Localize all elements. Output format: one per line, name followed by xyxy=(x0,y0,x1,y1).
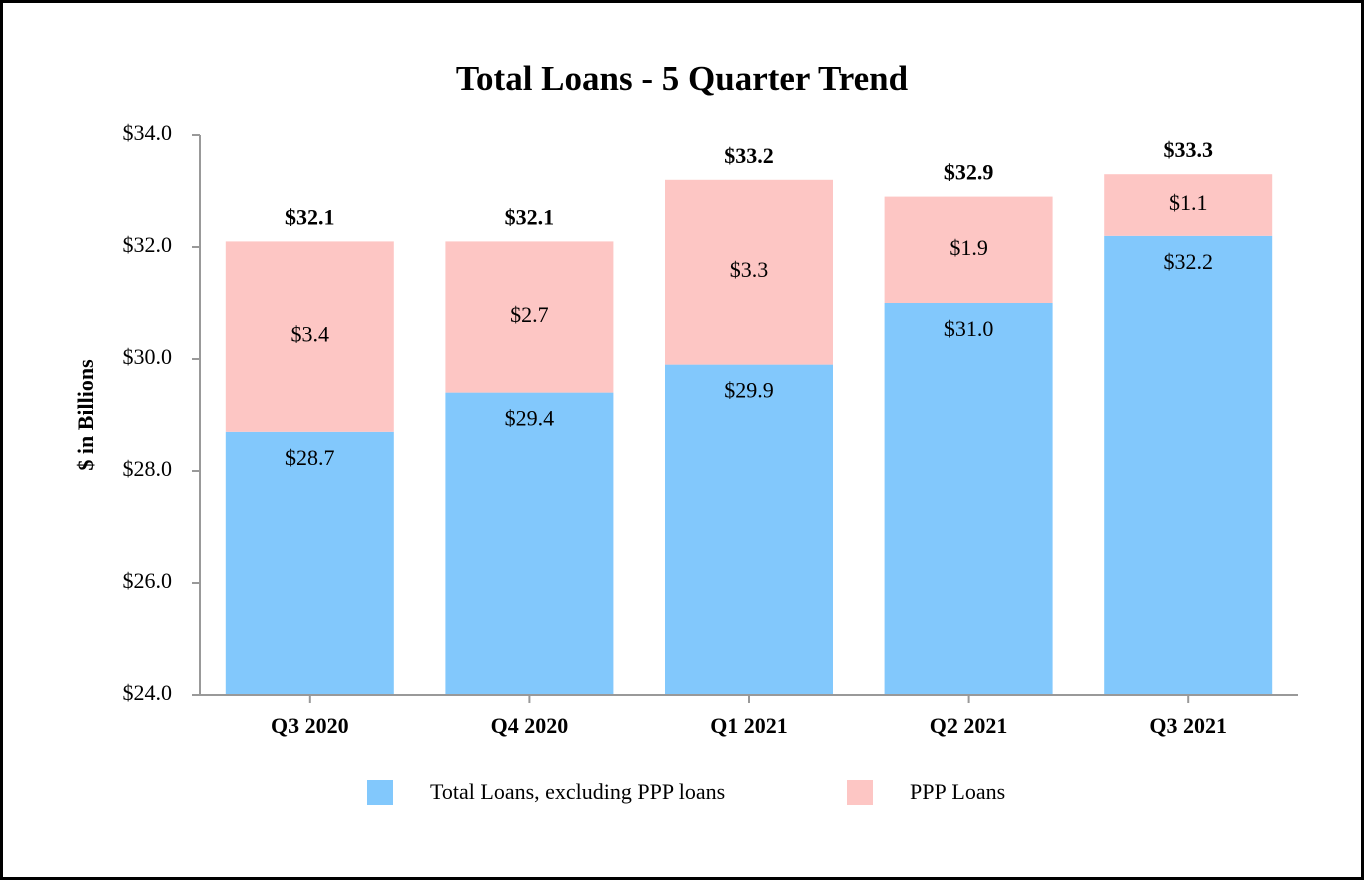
y-tick-label: $24.0 xyxy=(123,680,173,705)
total-label: $32.9 xyxy=(944,160,994,185)
bar-segment xyxy=(665,179,833,365)
bar-segment xyxy=(1104,235,1273,696)
total-label: $32.1 xyxy=(505,204,555,229)
y-tick-label: $28.0 xyxy=(123,456,173,481)
x-tick-label: Q4 2020 xyxy=(491,713,569,738)
legend-swatch xyxy=(367,780,393,805)
data-label: $29.4 xyxy=(505,406,555,431)
y-tick-label: $30.0 xyxy=(123,344,173,369)
total-label: $33.2 xyxy=(724,143,774,168)
y-axis-label: $ in Billions xyxy=(73,359,98,471)
legend-label: Total Loans, excluding PPP loans xyxy=(430,779,725,804)
bar-segment xyxy=(445,241,614,393)
x-tick-label: Q3 2020 xyxy=(271,713,349,738)
y-tick-label: $26.0 xyxy=(123,568,173,593)
legend-label: PPP Loans xyxy=(910,779,1005,804)
bar-segment xyxy=(884,303,1053,695)
data-label: $28.7 xyxy=(285,445,335,470)
chart-title: Total Loans - 5 Quarter Trend xyxy=(456,59,909,98)
bar-segment xyxy=(884,196,1053,303)
data-label: $2.7 xyxy=(510,302,549,327)
total-label: $33.3 xyxy=(1163,137,1213,162)
total-label: $32.1 xyxy=(285,204,335,229)
data-label: $1.1 xyxy=(1169,190,1208,215)
y-tick-label: $32.0 xyxy=(123,232,173,257)
bar-segment xyxy=(1104,174,1273,236)
x-tick-label: Q1 2021 xyxy=(710,713,788,738)
legend-swatch xyxy=(847,780,873,805)
data-label: $3.4 xyxy=(291,322,330,347)
bar-segment xyxy=(225,431,394,695)
bar-segment xyxy=(225,241,394,432)
data-label: $29.9 xyxy=(724,378,774,403)
bar-segment xyxy=(445,392,614,695)
x-tick-label: Q2 2021 xyxy=(930,713,1008,738)
bar-segment xyxy=(665,364,833,695)
data-label: $32.2 xyxy=(1163,249,1213,274)
data-label: $31.0 xyxy=(944,316,994,341)
x-tick-label: Q3 2021 xyxy=(1149,713,1227,738)
data-label: $3.3 xyxy=(730,257,769,282)
y-tick-label: $34.0 xyxy=(123,120,173,145)
data-label: $1.9 xyxy=(949,235,988,260)
